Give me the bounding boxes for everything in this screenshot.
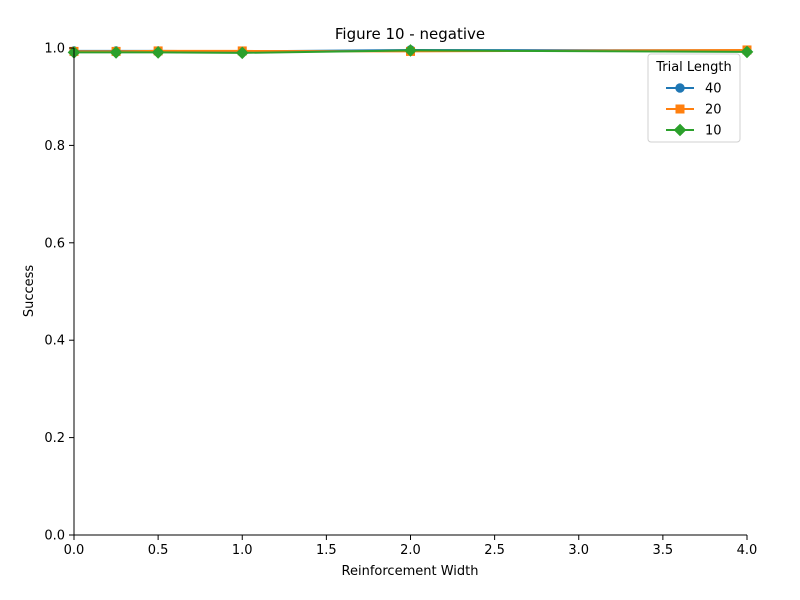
legend-items: 40 20 10 (666, 82, 722, 139)
y-axis: 0.0 0.2 0.4 0.6 0.8 1.0 (44, 42, 75, 544)
chart-title: Figure 10 - negative (335, 25, 485, 43)
series-point-10 (404, 44, 417, 57)
series-point-10 (109, 46, 123, 59)
x-axis: 0.0 0.5 1.0 1.5 2.0 2.5 3.0 3.5 4.0 (64, 534, 758, 558)
legend-label-20: 20 (705, 103, 722, 118)
legend: Trial Length 40 20 10 (647, 53, 741, 143)
series-point-10 (740, 45, 754, 59)
x-tick-label: 0.0 (64, 543, 85, 558)
legend-frame (647, 53, 741, 143)
x-tick-label: 1.5 (316, 543, 337, 558)
x-tick-label: 3.0 (568, 543, 589, 558)
legend-item-10: 10 (666, 124, 722, 139)
legend-marker-10 (673, 123, 687, 137)
legend-title: Trial Length (655, 60, 732, 75)
series-10 (67, 44, 754, 60)
legend-marker-40 (675, 83, 685, 93)
x-tick-label: 2.0 (400, 543, 421, 558)
legend-item-40: 40 (666, 82, 722, 97)
y-tick-label: 1.0 (44, 42, 65, 57)
x-tick-label: 3.5 (653, 543, 674, 558)
series-point-10 (235, 46, 249, 60)
y-tick-label: 0.6 (44, 236, 65, 251)
y-tick-label: 0.8 (44, 139, 65, 154)
x-tick-label: 0.5 (148, 543, 169, 558)
legend-item-20: 20 (666, 103, 722, 118)
y-axis-label: Success (22, 265, 37, 318)
legend-marker-20 (675, 104, 685, 114)
series-point-10 (151, 46, 165, 59)
legend-label-10: 10 (705, 124, 722, 139)
x-tick-label: 4.0 (737, 543, 758, 558)
series-line-10 (74, 49, 748, 54)
y-tick-label: 0.0 (44, 529, 65, 544)
legend-label-40: 40 (705, 82, 722, 97)
y-tick-label: 0.4 (44, 334, 65, 349)
x-tick-label: 1.0 (232, 543, 253, 558)
x-axis-label: Reinforcement Width (342, 564, 479, 579)
y-tick-label: 0.2 (44, 431, 65, 446)
plot-area (67, 44, 754, 60)
x-tick-label: 2.5 (484, 543, 505, 558)
